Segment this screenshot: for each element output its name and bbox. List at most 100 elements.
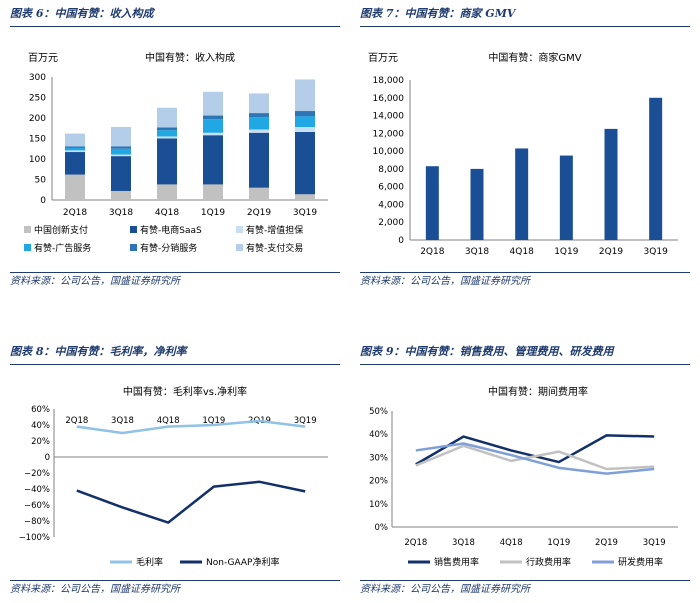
legend-label: 研发费用率 bbox=[618, 556, 663, 568]
y-tick-label: 10% bbox=[369, 500, 388, 510]
bar-segment bbox=[65, 147, 85, 151]
y-tick-label: 2,000 bbox=[378, 218, 404, 228]
y-tick-label: 150 bbox=[29, 135, 46, 145]
y-tick-label: 0 bbox=[398, 236, 404, 246]
source-note: 资料来源：公司公告，国盛证券研究所 bbox=[10, 584, 180, 595]
y-tick-label: 16,000 bbox=[373, 94, 405, 104]
bar-segment bbox=[111, 127, 131, 147]
bar-segment bbox=[65, 150, 85, 153]
series-line bbox=[415, 444, 655, 471]
series-line bbox=[76, 419, 306, 435]
legend-label: 有赞-支付交易 bbox=[246, 242, 303, 254]
x-tick-label: 2Q19 bbox=[599, 247, 624, 257]
bar bbox=[559, 155, 573, 240]
x-tick-label: 4Q18 bbox=[510, 247, 535, 257]
chart-title: 中国有赞：商家GMV bbox=[488, 51, 581, 64]
bar-segment bbox=[157, 136, 177, 139]
bar-segment bbox=[203, 184, 223, 200]
x-tick-label: 1Q19 bbox=[547, 538, 570, 548]
y-tick-label: 4,000 bbox=[378, 200, 404, 210]
y-tick-label: −100% bbox=[19, 533, 50, 543]
y-tick-label: 6,000 bbox=[378, 183, 404, 193]
y-tick-label: 8,000 bbox=[378, 165, 404, 175]
x-tick-label: 3Q19 bbox=[293, 208, 318, 218]
panel-title: 图表 8：中国有赞：毛利率，净利率 bbox=[10, 345, 187, 358]
y-tick-label: 0 bbox=[40, 196, 46, 206]
bar-segment bbox=[65, 152, 85, 175]
y-tick-label: 40% bbox=[369, 430, 388, 440]
title-rule bbox=[10, 26, 340, 27]
x-tick-label: 2Q18 bbox=[404, 538, 427, 548]
bar-segment bbox=[157, 107, 177, 128]
source-note: 资料来源：公司公告，国盛证券研究所 bbox=[360, 276, 530, 287]
source-rule bbox=[10, 272, 340, 273]
x-tick-label: 3Q19 bbox=[644, 247, 669, 257]
title-rule bbox=[10, 364, 340, 365]
x-tick-label: 1Q19 bbox=[201, 208, 226, 218]
y-tick-label: 250 bbox=[29, 94, 46, 104]
bar-segment bbox=[249, 129, 269, 133]
legend-label: 有赞-增值担保 bbox=[246, 224, 303, 236]
bar-segment bbox=[295, 111, 315, 117]
legend-swatch bbox=[236, 226, 243, 233]
bar-segment bbox=[157, 138, 177, 185]
legend-label: 有赞-电商SaaS bbox=[140, 224, 202, 236]
bar-segment bbox=[249, 187, 269, 200]
y-tick-label: 50 bbox=[35, 176, 47, 186]
bar bbox=[425, 166, 439, 240]
y-tick-label: 100 bbox=[29, 155, 46, 165]
legend-label: 中国创新支付 bbox=[34, 224, 88, 236]
bar-segment bbox=[295, 79, 315, 112]
x-tick-label: 2Q18 bbox=[420, 247, 445, 257]
x-tick-label: 1Q19 bbox=[554, 247, 579, 257]
y-tick-label: 18,000 bbox=[373, 76, 405, 86]
x-tick-label: 2Q19 bbox=[595, 538, 618, 548]
bar-segment bbox=[157, 127, 177, 131]
title-rule bbox=[360, 364, 690, 365]
bar-segment bbox=[295, 194, 315, 200]
bar-segment bbox=[295, 116, 315, 128]
bar bbox=[604, 128, 618, 240]
y-tick-label: 200 bbox=[29, 114, 46, 124]
legend-label: Non-GAAP净利率 bbox=[206, 556, 280, 568]
x-tick-label: 3Q18 bbox=[111, 416, 134, 426]
bar-segment bbox=[203, 132, 223, 136]
chart-title: 中国有赞：毛利率vs.净利率 bbox=[123, 385, 247, 398]
x-tick-label: 2Q19 bbox=[247, 208, 272, 218]
x-tick-label: 3Q18 bbox=[452, 538, 475, 548]
y-tick-label: 60% bbox=[31, 405, 50, 415]
legend-label: 销售费用率 bbox=[434, 556, 479, 568]
x-tick-label: 2Q18 bbox=[65, 416, 88, 426]
bar bbox=[515, 148, 529, 240]
panel-fig7: 图表 7：中国有赞：商家 GMV 中国有赞：商家GMV 百万元 0 2,000 4,00… bbox=[360, 4, 690, 292]
y-tick-label: 50% bbox=[369, 407, 388, 417]
bar bbox=[649, 97, 663, 241]
x-tick-label: 4Q18 bbox=[155, 208, 180, 218]
x-tick-label: 4Q18 bbox=[500, 538, 523, 548]
y-tick-label: 300 bbox=[29, 73, 46, 83]
y-axis-unit: 百万元 bbox=[28, 52, 58, 64]
panel-title: 图表 7：中国有赞：商家 GMV bbox=[360, 7, 516, 20]
y-tick-label: −60% bbox=[24, 501, 50, 511]
bar-segment bbox=[249, 117, 269, 130]
y-tick-label: 0 bbox=[45, 453, 50, 463]
bar-segment bbox=[203, 115, 223, 120]
bar-segment bbox=[111, 156, 131, 191]
bar-segment bbox=[203, 135, 223, 185]
bar-segment bbox=[111, 154, 131, 157]
y-tick-label: −40% bbox=[24, 485, 50, 495]
panel-fig8: 图表 8：中国有赞：毛利率，净利率 中国有赞：毛利率vs.净利率 60% 40% 20… bbox=[10, 342, 340, 600]
bar-segment bbox=[249, 113, 269, 118]
bar-segment bbox=[111, 190, 131, 200]
panel-fig9: 图表 9：中国有赞：销售费用、管理费用、研发费用 中国有赞：期间费用率 0% 10%… bbox=[360, 342, 690, 600]
y-tick-label: 40% bbox=[31, 421, 50, 431]
chart-fig6: 中国有赞：收入构成 百万元 0 50 100 150 200 250 300 2Q18 3Q18 4Q… bbox=[24, 51, 328, 254]
legend-label: 有赞-分销服务 bbox=[140, 242, 197, 254]
bar-segment bbox=[203, 91, 223, 116]
x-tick-label: 3Q18 bbox=[109, 208, 134, 218]
bar-segment bbox=[65, 133, 85, 147]
legend-swatch bbox=[236, 244, 243, 251]
y-tick-label: −20% bbox=[24, 469, 50, 479]
source-note: 资料来源：公司公告，国盛证券研究所 bbox=[360, 584, 530, 595]
y-tick-label: 12,000 bbox=[373, 129, 405, 139]
